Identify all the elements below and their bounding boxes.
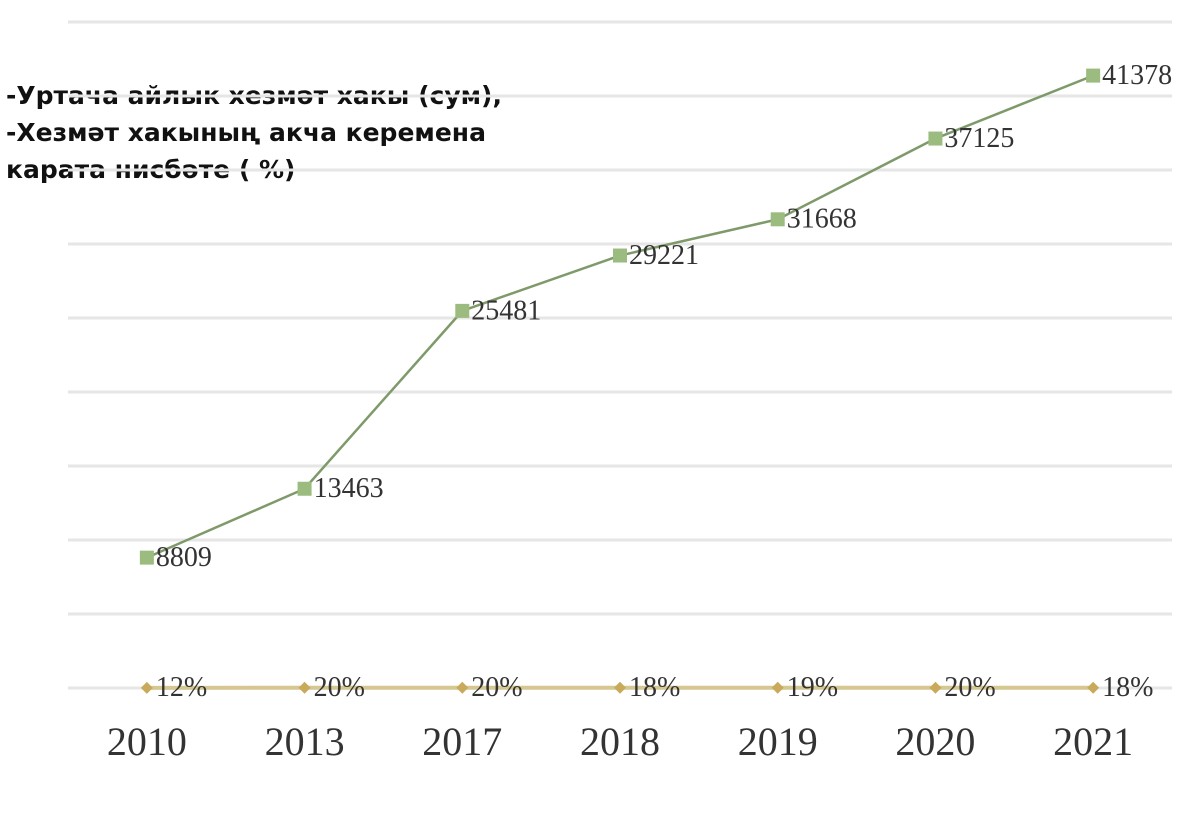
data-label: 29221 xyxy=(629,240,699,271)
data-label: 37125 xyxy=(944,123,1014,154)
marker xyxy=(297,481,312,496)
marker xyxy=(1086,68,1101,83)
marker xyxy=(771,681,784,694)
data-label: 20% xyxy=(944,672,995,703)
marker xyxy=(139,550,154,565)
marker xyxy=(928,131,943,146)
x-tick-label: 2013 xyxy=(265,719,345,764)
data-label: 20% xyxy=(314,672,365,703)
x-tick-label: 2021 xyxy=(1053,719,1133,764)
marker xyxy=(456,681,469,694)
data-label: 18% xyxy=(629,672,680,703)
x-tick-label: 2020 xyxy=(895,719,975,764)
marker xyxy=(614,681,626,694)
data-label: 31668 xyxy=(787,204,857,235)
data-label: 41378 xyxy=(1102,60,1172,91)
data-label: 19% xyxy=(787,672,838,703)
data-label: 20% xyxy=(471,672,522,703)
marker xyxy=(455,303,470,318)
data-label: 18% xyxy=(1102,672,1153,703)
x-tick-label: 2010 xyxy=(107,719,187,764)
data-label: 13463 xyxy=(314,473,384,504)
x-tick-label: 2017 xyxy=(422,719,502,764)
marker xyxy=(929,681,942,694)
marker xyxy=(1087,681,1100,694)
marker xyxy=(613,248,627,263)
marker xyxy=(770,212,785,227)
marker xyxy=(298,681,311,694)
x-tick-label: 2019 xyxy=(738,719,818,764)
chart-title: -Хезмәт хакының акча керемена xyxy=(6,118,486,147)
data-label: 12% xyxy=(156,672,207,703)
data-label: 8809 xyxy=(156,542,212,573)
data-label: 25481 xyxy=(471,295,541,326)
x-tick-label: 2018 xyxy=(580,719,660,764)
marker xyxy=(140,681,153,694)
